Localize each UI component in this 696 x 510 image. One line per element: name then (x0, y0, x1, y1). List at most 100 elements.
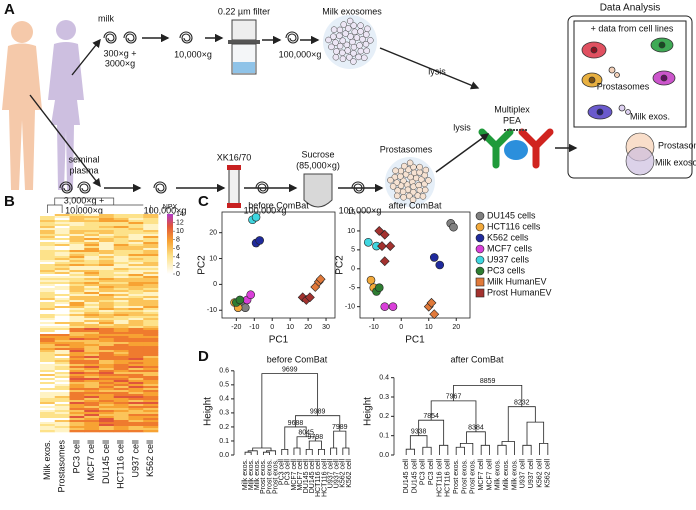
heatmap-cell (69, 348, 85, 351)
heatmap-cell (113, 272, 129, 275)
heatmap-cell (40, 224, 56, 227)
heatmap-cell (84, 228, 100, 231)
legend-label: Milk HumanEV (487, 276, 547, 286)
heatmap-cell (40, 282, 56, 285)
point (449, 222, 458, 232)
label: Prostasomes (597, 81, 650, 91)
heatmap-cell (113, 228, 129, 231)
heatmap-cell (99, 324, 115, 327)
heatmap-cell (99, 430, 115, 433)
heatmap-cell (54, 292, 70, 295)
heatmap-cell (40, 276, 56, 279)
heatmap-cell (128, 260, 144, 263)
heatmap-cell (40, 292, 56, 295)
heatmap-cell (99, 396, 115, 399)
heatmap-cell (54, 304, 70, 307)
heatmap-cell (54, 402, 70, 405)
vesicle (355, 53, 362, 61)
heatmap-cell (143, 378, 159, 381)
leaf-label: U937 cell (327, 459, 334, 489)
heatmap-cell (99, 348, 115, 351)
heatmap-cell (40, 320, 56, 323)
heatmap-cell (113, 414, 129, 417)
vesicle (339, 37, 346, 44)
vesicle (363, 31, 370, 38)
heatmap-cell (69, 216, 85, 219)
heatmap-cell (84, 278, 100, 281)
heatmap-cell (84, 214, 100, 217)
heatmap-cell (99, 236, 115, 239)
dendrogram-link (526, 421, 545, 446)
heatmap-cell (128, 326, 144, 329)
label: seminal (68, 154, 99, 164)
heatmap-cell (84, 224, 100, 227)
shape (614, 72, 620, 78)
x-tick-label: 10 (286, 324, 294, 331)
point (366, 275, 376, 285)
heatmap-cell (40, 316, 56, 319)
label: Milk exosomes (655, 157, 696, 167)
heatmap-cell (69, 344, 85, 347)
panel-label: C (198, 193, 209, 210)
heatmap-cell (84, 288, 100, 291)
vesicle (389, 183, 397, 190)
heatmap-cell (54, 254, 70, 257)
heatmap-cell (143, 354, 159, 357)
vesicle (405, 166, 412, 173)
leaf-label: Prost exos. (453, 459, 460, 494)
heatmap-cell (84, 250, 100, 253)
heatmap-cell (69, 248, 85, 251)
heatmap-cell (99, 364, 115, 367)
heatmap-cell (113, 404, 129, 407)
heatmap-cell (128, 426, 144, 429)
heatmap-cell (143, 288, 159, 291)
heatmap-cell (143, 420, 159, 423)
heatmap-cell (128, 400, 144, 403)
heatmap-cell (113, 284, 129, 287)
shape (618, 104, 626, 112)
heatmap-cell (143, 216, 159, 219)
heatmap-cell (143, 296, 159, 299)
heatmap-cell (69, 346, 85, 349)
leaf-label: K562 cell (536, 459, 543, 488)
heatmap-cell (69, 226, 85, 229)
heatmap-cell (143, 268, 159, 271)
heatmap-cell (40, 372, 56, 375)
point (374, 283, 384, 293)
pea-antibodies (478, 128, 554, 169)
heatmap-cell (40, 422, 56, 425)
point (251, 212, 261, 222)
heatmap-cell (143, 368, 159, 371)
heatmap-cell (84, 276, 100, 279)
heatmap-cell (113, 290, 129, 293)
heatmap-cell (128, 374, 144, 377)
heatmap-cell (84, 430, 100, 433)
heatmap-cell (113, 368, 129, 371)
heatmap-cell (40, 274, 56, 277)
heatmap-cell (99, 422, 115, 425)
heatmap-cell (69, 276, 85, 279)
heatmap-cell (69, 364, 85, 367)
heatmap-cell (69, 386, 85, 389)
y-tick-label: -10 (345, 303, 355, 310)
heatmap-cell (84, 368, 100, 371)
heatmap-cell (99, 232, 115, 235)
man-silhouette (2, 21, 42, 190)
dendrogram-link (459, 443, 474, 455)
y-tick-label: 0 (213, 281, 217, 288)
heatmap-cell (99, 294, 115, 297)
heatmap-cell (69, 312, 85, 315)
heatmap-cell (143, 324, 159, 327)
leaf-label: HCT116 cell (436, 459, 443, 497)
dendrogram-link (539, 443, 549, 455)
heatmap-cell (99, 268, 115, 271)
heatmap-cell (40, 256, 56, 259)
heatmap-cell (54, 320, 70, 323)
centrifuge-icon (285, 31, 299, 44)
legend-label: U937 cells (487, 254, 530, 264)
heatmap-cell (69, 318, 85, 321)
heatmap-cell (40, 248, 56, 251)
heatmap-cell (99, 250, 115, 253)
heatmap-cell (54, 418, 70, 421)
heatmap-cell (84, 324, 100, 327)
